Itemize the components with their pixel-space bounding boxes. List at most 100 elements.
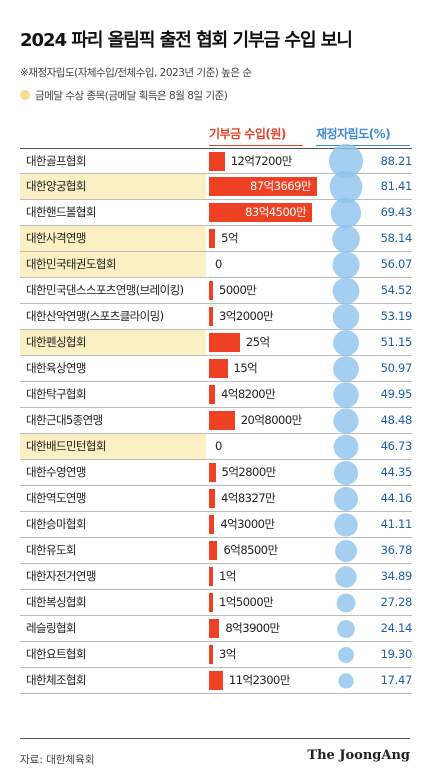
table-row: 대한역도연맹 4억8327만 44.16 xyxy=(20,486,412,512)
donation-label: 15억 xyxy=(233,361,258,375)
association-name: 대한산악연맹(스포츠클라이밍) xyxy=(26,309,164,323)
donation-bar xyxy=(209,567,213,586)
donation-label: 12억7200만 xyxy=(230,154,293,168)
donation-label: 5억 xyxy=(221,231,239,245)
ratio-label: 19.30 xyxy=(380,647,413,661)
association-name: 대한자전거연맹 xyxy=(26,569,96,583)
ratio-column-header: 재정자립도(%) xyxy=(316,127,391,141)
donation-label: 1억 xyxy=(219,569,236,583)
table-row: 레슬링협회 8억3900만 24.14 xyxy=(20,616,412,642)
ratio-label: 41.11 xyxy=(380,517,413,531)
table-row: 대한배드민턴협회 0 46.73 xyxy=(20,434,412,460)
ratio-label: 50.97 xyxy=(380,361,413,375)
donation-bar xyxy=(209,203,313,222)
donation-label: 20억8000만 xyxy=(240,413,303,427)
donation-bar xyxy=(209,489,215,508)
ratio-label: 88.21 xyxy=(380,154,413,168)
association-name: 대한요트협회 xyxy=(26,647,86,661)
ratio-label: 46.73 xyxy=(380,439,413,453)
donation-label: 0 xyxy=(215,439,222,453)
donation-bar xyxy=(209,229,216,248)
table-row: 대한민국태권도협회 0 56.07 xyxy=(20,252,412,278)
table-row: 대한자전거연맹 1억 34.89 xyxy=(20,564,412,590)
donation-label: 25억 xyxy=(245,335,270,349)
ratio-label: 24.14 xyxy=(380,621,413,635)
association-name: 대한유도회 xyxy=(26,543,77,557)
donation-label: 5000만 xyxy=(219,283,257,297)
association-name: 대한체조협회 xyxy=(26,673,86,687)
ratio-note: ※재정자립도(자체수입/전체수입, 2023년 기준) 높은 순 xyxy=(20,67,252,79)
ratio-label: 44.35 xyxy=(380,465,413,479)
association-name: 대한육상연맹 xyxy=(26,361,86,375)
table-row: 대한핸드볼협회 83억4500만 69.43 xyxy=(20,200,412,226)
association-name: 대한탁구협회 xyxy=(26,387,86,401)
donation-label: 8억3900만 xyxy=(225,621,280,635)
gold-legend-label: 금메달 수상 종목(금메달 획득은 8월 8일 기준) xyxy=(35,90,228,102)
table-row: 대한체조협회 11억2300만 17.47 xyxy=(20,668,412,694)
donation-header-rule xyxy=(209,145,303,146)
association-name: 대한수영연맹 xyxy=(26,465,86,479)
ratio-label: 56.07 xyxy=(380,257,413,271)
association-name: 대한민국댄스스포츠연맹(브레이킹) xyxy=(26,283,184,297)
chart-table: 대한골프협회 12억7200만 88.21 대한양궁협회 87억3669만 81.41 대한… xyxy=(20,144,413,694)
donation-label: 3억 xyxy=(219,647,236,661)
donation-bar xyxy=(209,359,228,378)
table-row: 대한승마협회 4억3000만 41.11 xyxy=(20,512,412,538)
donation-bar xyxy=(209,385,215,404)
table-row: 대한골프협회 12억7200만 88.21 xyxy=(20,148,412,174)
donation-label: 6억8500만 xyxy=(223,543,278,557)
donation-label: 83억4500만 xyxy=(245,205,307,219)
gold-legend: 금메달 수상 종목(금메달 획득은 8월 8일 기준) xyxy=(20,88,228,103)
table-row: 대한육상연맹 15억 50.97 xyxy=(20,356,412,382)
donation-bar xyxy=(209,619,220,638)
donation-bar xyxy=(209,515,215,534)
ratio-label: 27.28 xyxy=(380,595,413,609)
donation-bar xyxy=(209,152,225,171)
footer-divider xyxy=(20,738,410,739)
association-name: 대한골프협회 xyxy=(26,154,86,168)
gold-legend-swatch xyxy=(20,90,30,100)
donation-label: 11억2300만 xyxy=(228,673,291,687)
table-row: 대한근대5종연맹 20억8000만 48.48 xyxy=(20,408,412,434)
association-name: 대한승마협회 xyxy=(26,517,86,531)
source-note: 자료: 대한체육회 xyxy=(20,754,95,766)
donation-bar xyxy=(209,281,213,300)
association-name: 대한복싱협회 xyxy=(26,595,86,609)
table-row: 대한양궁협회 87억3669만 81.41 xyxy=(20,174,412,200)
ratio-label: 53.19 xyxy=(380,309,413,323)
ratio-label: 49.95 xyxy=(380,387,413,401)
table-row: 대한유도회 6억8500만 36.78 xyxy=(20,538,412,564)
donation-label: 1억5000만 xyxy=(219,595,274,609)
donation-bar xyxy=(209,411,235,430)
association-name: 대한민국태권도협회 xyxy=(20,252,206,277)
ratio-label: 17.47 xyxy=(380,673,413,687)
table-row: 대한탁구협회 4억8200만 49.95 xyxy=(20,382,412,408)
table-row: 대한요트협회 3억 19.30 xyxy=(20,642,412,668)
association-name: 대한역도연맹 xyxy=(26,491,86,505)
donation-bar xyxy=(209,463,216,482)
donation-label: 4억8327만 xyxy=(220,491,276,505)
donation-label: 4억8200만 xyxy=(220,387,276,401)
donation-label: 5억2800만 xyxy=(221,465,277,479)
donation-label: 87억3669만 xyxy=(249,179,312,193)
donation-bar xyxy=(209,333,240,352)
donation-bar xyxy=(209,645,213,664)
donation-bar xyxy=(209,307,213,326)
ratio-label: 69.43 xyxy=(380,205,413,219)
page-title: 2024 파리 올림픽 출전 협회 기부금 수입 보니 xyxy=(20,30,353,51)
table-row: 대한펜싱협회 25억 51.15 xyxy=(20,330,412,356)
donation-bar xyxy=(209,177,317,196)
association-name: 대한양궁협회 xyxy=(20,174,206,199)
ratio-label: 51.15 xyxy=(380,335,413,349)
donation-label: 0 xyxy=(215,257,222,271)
association-name: 대한펜싱협회 xyxy=(20,330,206,355)
table-row: 대한산악연맹(스포츠클라이밍) 3억2000만 53.19 xyxy=(20,304,412,330)
donation-bar xyxy=(209,671,223,690)
donation-bar xyxy=(209,593,213,612)
table-row: 대한수영연맹 5억2800만 44.35 xyxy=(20,460,412,486)
ratio-label: 36.78 xyxy=(380,543,413,557)
table-row: 대한복싱협회 1억5000만 27.28 xyxy=(20,590,412,616)
association-name: 대한핸드볼협회 xyxy=(26,205,96,219)
ratio-label: 54.52 xyxy=(380,283,413,297)
donation-label: 3억2000만 xyxy=(219,309,274,323)
